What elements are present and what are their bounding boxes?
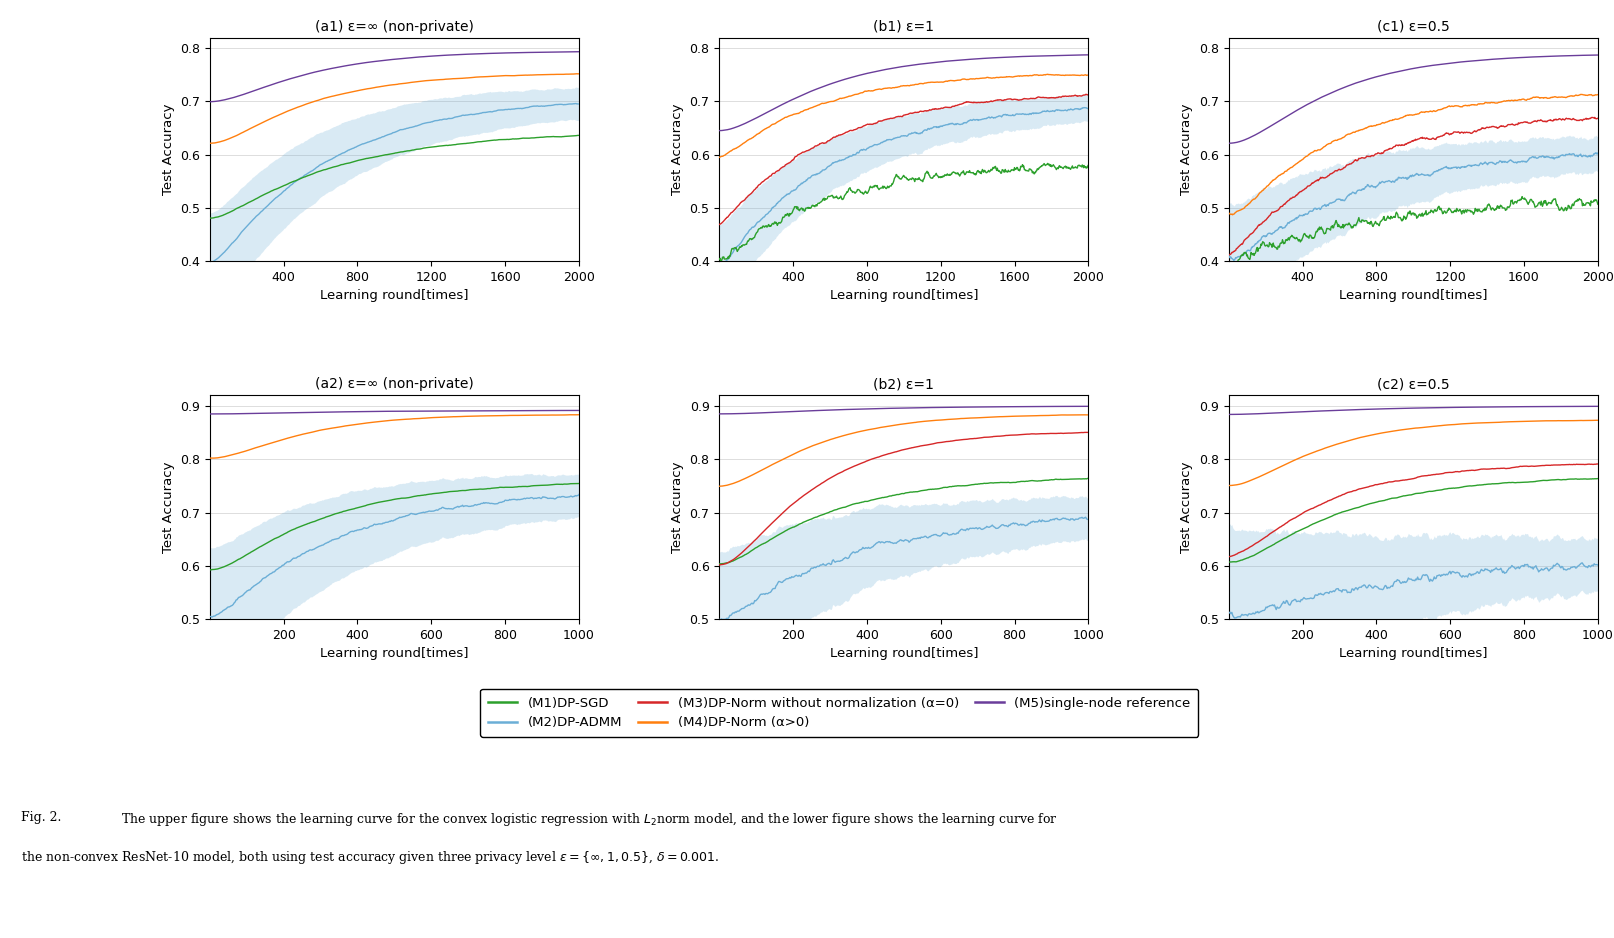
Title: (b2) ε=1: (b2) ε=1	[873, 377, 935, 391]
Title: (a2) ε=∞ (non-private): (a2) ε=∞ (non-private)	[315, 377, 475, 391]
Y-axis label: Test Accuracy: Test Accuracy	[671, 461, 684, 553]
X-axis label: Learning round[times]: Learning round[times]	[320, 290, 468, 302]
Title: (b1) ε=1: (b1) ε=1	[873, 20, 935, 34]
Text: Fig. 2.: Fig. 2.	[21, 811, 61, 825]
Y-axis label: Test Accuracy: Test Accuracy	[671, 103, 684, 195]
X-axis label: Learning round[times]: Learning round[times]	[1340, 290, 1488, 302]
Text: The upper figure shows the learning curve for the convex logistic regression wit: The upper figure shows the learning curv…	[121, 811, 1059, 828]
Y-axis label: Test Accuracy: Test Accuracy	[161, 461, 174, 553]
X-axis label: Learning round[times]: Learning round[times]	[1340, 647, 1488, 660]
Text: the non-convex ResNet-10 model, both using test accuracy given three privacy lev: the non-convex ResNet-10 model, both usi…	[21, 849, 720, 866]
Legend: (M1)DP-SGD, (M2)DP-ADMM, (M3)DP-Norm without normalization (α=0), (M4)DP-Norm (α: (M1)DP-SGD, (M2)DP-ADMM, (M3)DP-Norm wit…	[479, 688, 1199, 737]
X-axis label: Learning round[times]: Learning round[times]	[830, 290, 978, 302]
X-axis label: Learning round[times]: Learning round[times]	[830, 647, 978, 660]
Title: (c1) ε=0.5: (c1) ε=0.5	[1377, 20, 1449, 34]
Title: (c2) ε=0.5: (c2) ε=0.5	[1377, 377, 1449, 391]
Title: (a1) ε=∞ (non-private): (a1) ε=∞ (non-private)	[315, 20, 475, 34]
Y-axis label: Test Accuracy: Test Accuracy	[161, 103, 174, 195]
X-axis label: Learning round[times]: Learning round[times]	[320, 647, 468, 660]
Y-axis label: Test Accuracy: Test Accuracy	[1180, 103, 1193, 195]
Y-axis label: Test Accuracy: Test Accuracy	[1180, 461, 1193, 553]
